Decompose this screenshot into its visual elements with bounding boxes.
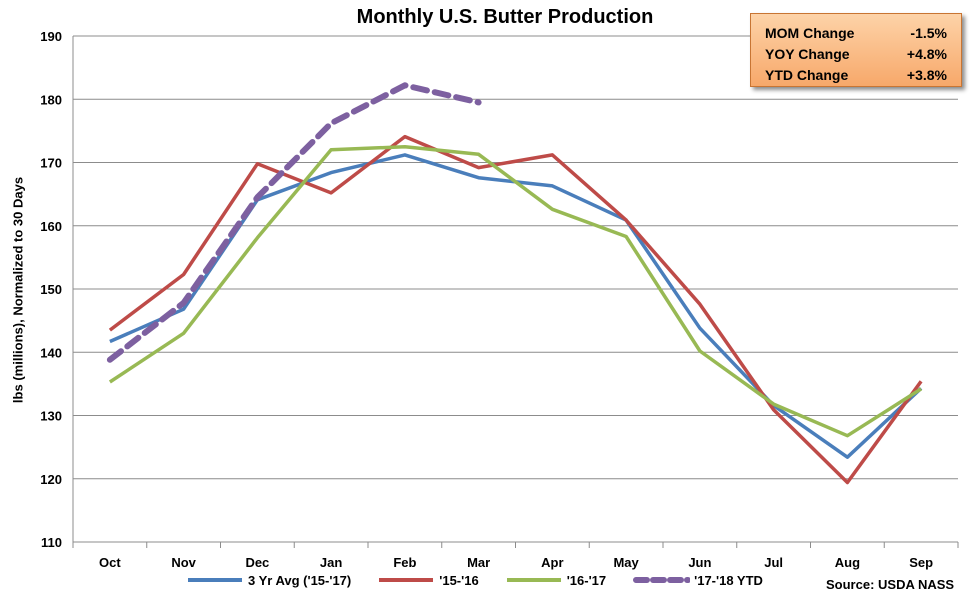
y-tick-label: 130 (40, 409, 62, 424)
y-tick-label: 120 (40, 472, 62, 487)
y-tick-label: 170 (40, 156, 62, 171)
stat-value-yoy: +4.8% (906, 46, 947, 62)
x-tick-label: Mar (467, 555, 490, 570)
x-tick-label: Nov (171, 555, 196, 570)
legend-swatch-15-16 (379, 578, 434, 582)
legend-label-3yr-avg: 3 Yr Avg ('15-'17) (248, 572, 352, 588)
series-line-1 (108, 134, 923, 485)
stat-label-mom: MOM Change (765, 25, 855, 41)
x-tick-label: Dec (245, 555, 269, 570)
y-tick-label: 150 (40, 282, 62, 297)
x-tick-label: Aug (835, 555, 860, 570)
stat-label-yoy: YOY Change (765, 46, 850, 62)
legend-label-16-17: '16-'17 (566, 572, 607, 588)
legend-swatch-3yr-avg (188, 578, 242, 582)
x-tick-label: Jul (764, 555, 783, 570)
y-tick-label: 140 (40, 345, 62, 360)
stats-box: MOM Change -1.5% YOY Change +4.8% YTD Ch… (750, 13, 962, 87)
legend-label-17-18-ytd: '17-'18 YTD (694, 572, 763, 588)
stat-label-ytd: YTD Change (765, 67, 849, 83)
chart-title: Monthly U.S. Butter Production (356, 6, 654, 28)
legend-item-15-16: '15-'16 (377, 570, 479, 590)
x-tick-label: May (613, 555, 639, 570)
legend-item-16-17: '16-'17 (505, 570, 606, 590)
x-tick-label: Jan (320, 555, 342, 570)
legend-swatch-17-18-ytd (633, 577, 691, 583)
stat-row-ytd: YTD Change +3.8% (765, 65, 947, 86)
legend: 3 Yr Avg ('15-'17) '15-'16 '16-'17 '17-'… (186, 570, 763, 590)
legend-item-17-18-ytd: '17-'18 YTD (632, 570, 763, 590)
y-tick-label: 190 (40, 29, 62, 44)
legend-swatch-16-17 (506, 578, 561, 582)
x-tick-label: Apr (541, 555, 563, 570)
y-tick-label: 180 (40, 92, 62, 107)
x-tick-label: Oct (99, 555, 121, 570)
source-note: Source: USDA NASS (826, 577, 955, 592)
x-tick-label: Sep (909, 555, 933, 570)
legend-item-3yr-avg: 3 Yr Avg ('15-'17) (186, 570, 351, 590)
y-tick-label: 160 (40, 219, 62, 234)
stat-value-mom: -1.5% (910, 25, 947, 41)
series-line-2 (108, 144, 923, 438)
x-tick-label: Feb (393, 555, 416, 570)
legend-label-15-16: '15-'16 (439, 572, 479, 588)
x-tick-label: Jun (688, 555, 711, 570)
stat-row-mom: MOM Change -1.5% (765, 23, 947, 44)
stat-value-ytd: +3.8% (906, 67, 947, 83)
series-line-3 (106, 82, 482, 363)
y-tick-label: 110 (41, 535, 62, 550)
stat-row-yoy: YOY Change +4.8% (765, 44, 947, 65)
